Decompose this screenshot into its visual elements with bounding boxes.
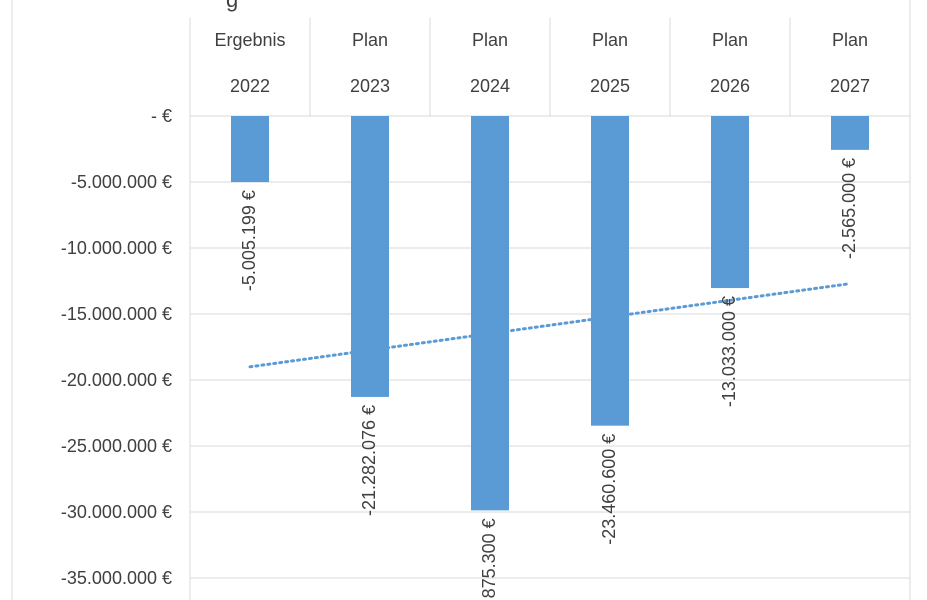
category-label-line2: 2027 xyxy=(830,76,870,96)
bar-series xyxy=(231,116,869,511)
trendline-path xyxy=(248,282,852,369)
data-label: -23.460.600 € xyxy=(599,434,619,545)
category-label-line1: Plan xyxy=(472,30,508,50)
data-label: -5.005.199 € xyxy=(239,190,259,291)
category-label-line1: Ergebnis xyxy=(214,30,285,50)
y-axis-tick-labels: - € -5.000.000 € -10.000.000 € -15.000.000 … xyxy=(61,106,172,588)
category-label-line2: 2023 xyxy=(350,76,390,96)
y-tick-label: -30.000.000 € xyxy=(61,502,172,522)
bar xyxy=(591,116,629,426)
chart-title-fragment: g xyxy=(226,0,238,12)
bar xyxy=(351,116,389,397)
data-label: -2.565.000 € xyxy=(839,158,859,259)
bar xyxy=(471,116,509,511)
data-labels: -5.005.199 € -21.282.076 € -29.875.300 € -2… xyxy=(239,158,859,600)
y-tick-label: -25.000.000 € xyxy=(61,436,172,456)
bar xyxy=(831,116,869,150)
y-tick-label: -5.000.000 € xyxy=(71,172,172,192)
category-label-line2: 2026 xyxy=(710,76,750,96)
category-label-line1: Plan xyxy=(352,30,388,50)
category-label-line1: Plan xyxy=(832,30,868,50)
bar xyxy=(711,116,749,289)
data-label: -29.875.300 € xyxy=(479,518,499,600)
y-tick-label: -35.000.000 € xyxy=(61,568,172,588)
data-label: -13.033.000 € xyxy=(719,296,739,407)
category-label-line1: Plan xyxy=(712,30,748,50)
category-label-line2: 2025 xyxy=(590,76,630,96)
data-label: -21.282.076 € xyxy=(359,405,379,516)
y-tick-label: - € xyxy=(151,106,172,126)
y-tick-label: -15.000.000 € xyxy=(61,304,172,324)
category-label-line1: Plan xyxy=(592,30,628,50)
category-label-line2: 2022 xyxy=(230,76,270,96)
x-axis-category-labels: Ergebnis 2022 Plan 2023 Plan 2024 Plan 2025 Plan… xyxy=(214,30,870,96)
y-tick-label: -20.000.000 € xyxy=(61,370,172,390)
y-tick-label: -10.000.000 € xyxy=(61,238,172,258)
category-dividers xyxy=(11,0,911,600)
gridlines xyxy=(189,115,910,600)
category-label-line2: 2024 xyxy=(470,76,510,96)
bar xyxy=(231,116,269,183)
trendline xyxy=(248,282,852,369)
